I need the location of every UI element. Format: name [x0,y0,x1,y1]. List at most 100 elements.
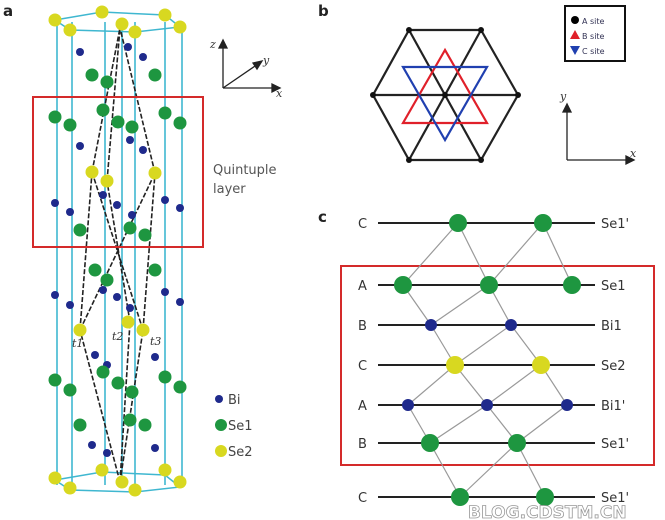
layer-label: Se1 [601,279,626,294]
se1-atom [148,263,162,277]
se2-atom [100,174,114,188]
axis-y-label: y [262,54,270,67]
se2-atom [532,356,550,374]
se1-atom [123,413,137,427]
se1-atom [63,118,77,132]
se2-atom [121,315,135,329]
se1-atom [534,214,552,232]
site-label: B [358,437,367,452]
se1-atom [96,365,110,379]
se2-atom [136,323,150,337]
lattice-vector [106,180,131,323]
se1-atom [85,68,99,82]
panel-a-unit-cell [48,5,187,497]
legend-bi-marker [215,395,223,403]
site-label: C [358,491,367,506]
bond-line [542,222,573,286]
se2-atom [63,23,77,37]
se1-atom [173,380,187,394]
bond-line [454,324,512,366]
t2-label: t2 [112,330,123,343]
layer-label: Se1' [601,491,629,506]
se1-atom [111,115,125,129]
se1-atom [48,373,62,387]
se1-atom [48,110,62,124]
bi-atom [51,291,59,299]
bi-atom [139,53,147,61]
a-site-marker [571,16,579,24]
bi-atom [99,191,107,199]
site-label: C [358,359,367,374]
b-site-triangle [401,47,489,125]
se1-atom [148,68,162,82]
axis-z-label: z [209,38,216,51]
se1-atom [125,120,139,134]
panel-b-label: b [318,2,329,20]
bond-line [486,364,542,406]
legend-b-site: B site [582,32,605,41]
legend-bi-label: Bi [228,393,241,408]
panel-c-label: c [318,208,327,226]
se1-atom [421,434,439,452]
layer-label: Se1' [601,437,629,452]
quintuple-label-1: Quintuple [213,163,277,178]
lattice-vector [142,172,156,331]
site-label: A [358,279,367,294]
bi-atom [113,201,121,209]
bond-line [516,404,568,444]
bi-atom [505,319,517,331]
se1-atom [451,488,469,506]
se1-atom [138,418,152,432]
legend-se2-label: Se2 [228,445,253,460]
se1-atom [158,370,172,384]
bi-atom [402,399,414,411]
lattice-vector [119,329,144,483]
se2-atom [158,8,172,22]
lattice-vector [79,171,93,331]
site-label: C [358,217,367,232]
watermark: BLOG.CDSTM.CN [468,503,627,520]
bond-line [429,442,461,498]
axis-x-label: x [276,87,283,100]
se1-atom [480,276,498,294]
bond-line [459,442,518,498]
bi-atom [124,43,132,51]
quintuple-label-2: layer [213,182,246,197]
legend-b: A site B site C site [564,5,626,62]
se1-atom [100,75,114,89]
se2-atom [173,20,187,34]
se1-atom [536,488,554,506]
bi-atom [88,441,96,449]
bond-line [430,284,490,326]
bi-atom [91,351,99,359]
se2-atom [148,166,162,180]
bi-atom [481,399,493,411]
bi-atom [161,196,169,204]
bi-atom [51,199,59,207]
t1-label: t1 [72,337,83,350]
y-arrow-icon [251,60,264,71]
bond-line [402,222,459,286]
layer-label: Se1' [601,217,629,232]
bond-line [457,222,490,286]
se2-atom [158,463,172,477]
se1-atom [158,106,172,120]
se1-atom [73,223,87,237]
lattice-vector [79,329,121,483]
bi-atom [139,146,147,154]
bi-atom [66,208,74,216]
se2-atom [128,25,142,39]
se1-atom [111,376,125,390]
a-site-dots [370,27,521,163]
legend-a: Bi Se1 Se2 [215,393,253,460]
bi-atom [561,399,573,411]
legend-a-site: A site [582,17,605,26]
quintuple-layer-box [32,96,204,248]
bi-atom [103,449,111,457]
se1-atom [125,385,139,399]
se1-atom [123,221,137,235]
se2-atom [128,483,142,497]
layer-label: Bi1 [601,319,622,334]
se2-atom [95,5,109,19]
